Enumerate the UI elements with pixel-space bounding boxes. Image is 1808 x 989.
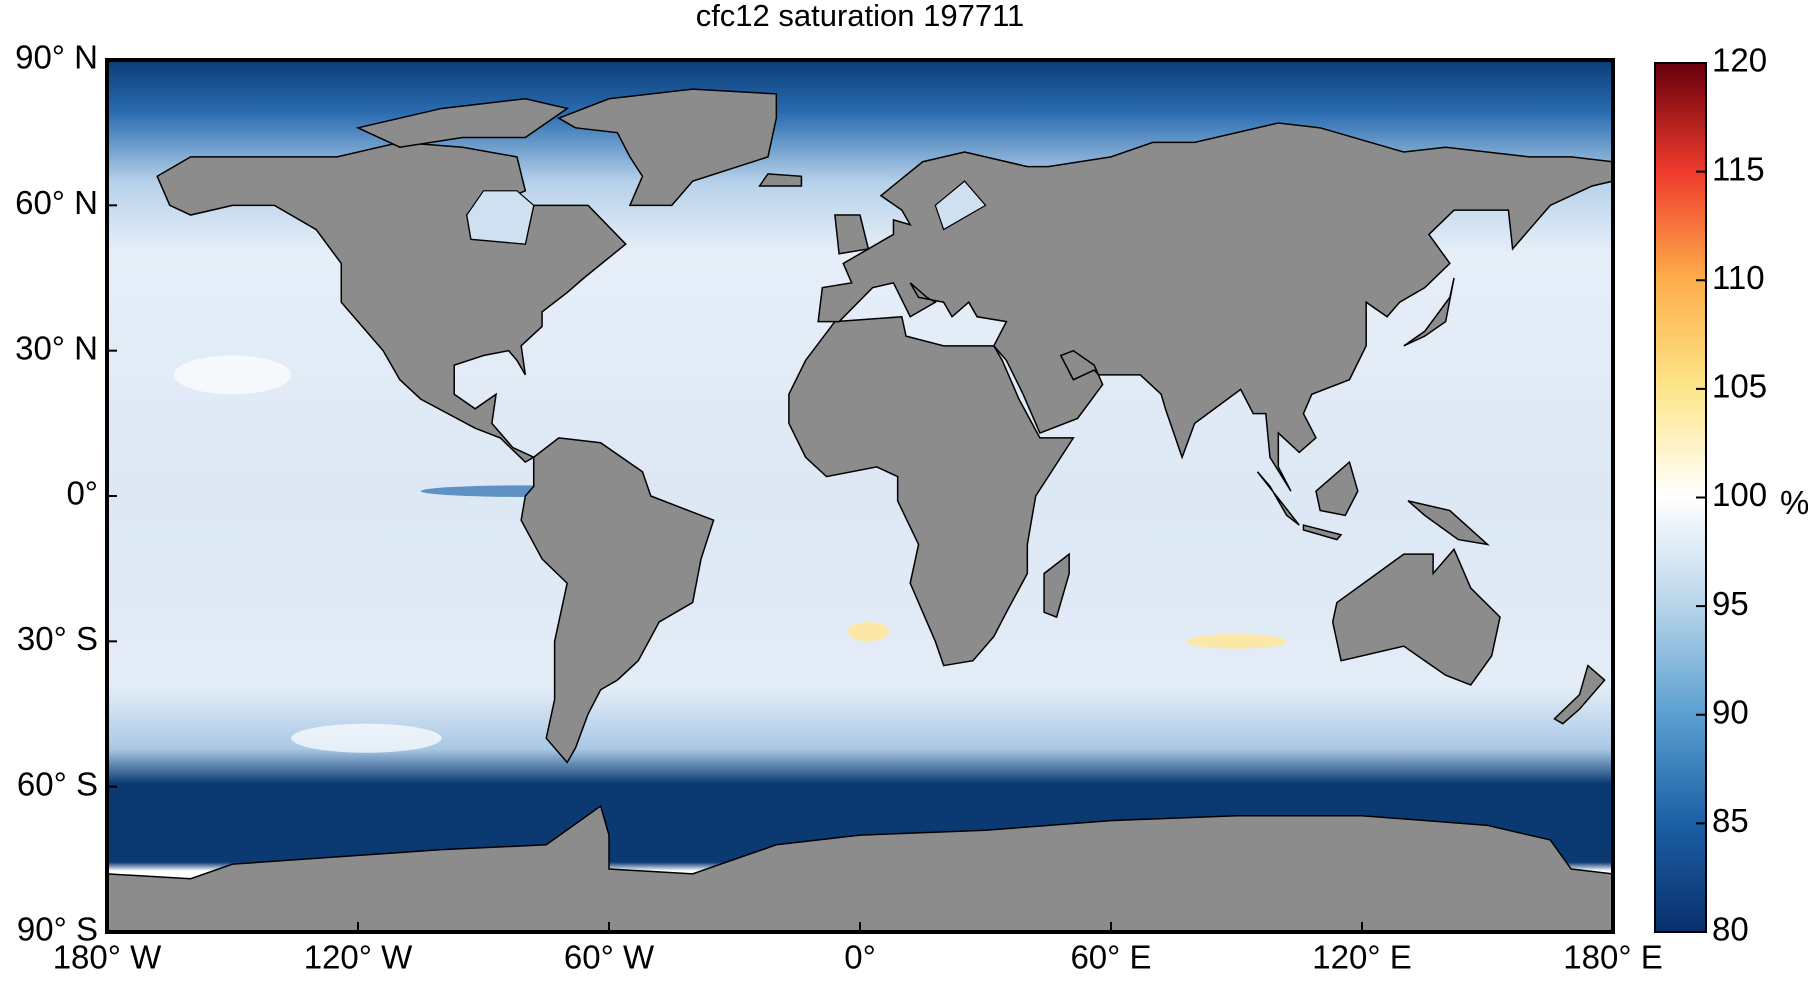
colorbar-tick-label: 105 <box>1712 368 1767 405</box>
y-tick-label: 60° S <box>17 765 98 802</box>
y-tick-label: 90° S <box>17 911 98 948</box>
colorbar-tick-label: 90 <box>1712 693 1749 730</box>
y-tick-label: 30° S <box>17 620 98 657</box>
y-tick-label: 30° N <box>15 329 98 366</box>
colorbar: 80 85 90 95 100 105 110 115 120% <box>1654 42 1808 948</box>
land <box>107 89 1613 932</box>
x-tick-label: 60° W <box>564 939 655 976</box>
colorbar-tick-label: 115 <box>1712 150 1765 187</box>
colorbar-tick-label: 85 <box>1712 802 1749 839</box>
colorbar-unit: % <box>1780 484 1808 521</box>
x-tick-label: 120° E <box>1312 939 1411 976</box>
y-tick-label: 90° N <box>15 39 98 76</box>
y-tick-label: 60° N <box>15 184 98 221</box>
colorbar-tick-label: 110 <box>1712 259 1765 296</box>
colorbar-tick-label: 100 <box>1712 476 1767 513</box>
colorbar-tick-label: 80 <box>1712 911 1749 948</box>
x-tick-label: 0° <box>844 939 876 976</box>
x-tick-label: 120° W <box>304 939 413 976</box>
y-tick-label: 0° <box>66 475 98 512</box>
map <box>107 58 1613 932</box>
x-tick-label: 180° E <box>1563 939 1662 976</box>
title: cfc12 saturation 197711 <box>696 0 1025 33</box>
x-tick-label: 180° W <box>53 939 162 976</box>
colorbar-tick-label: 120 <box>1712 42 1767 79</box>
x-tick-label: 60° E <box>1070 939 1151 976</box>
colorbar-tick-label: 95 <box>1712 585 1749 622</box>
